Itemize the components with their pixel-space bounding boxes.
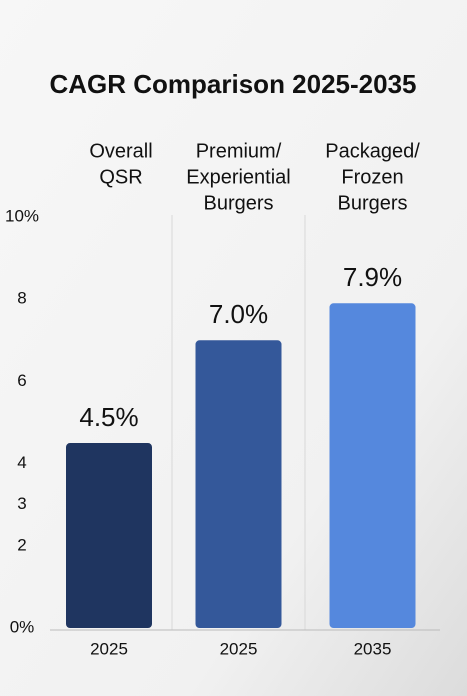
x-tick-label: 2025	[90, 639, 128, 658]
bar	[195, 340, 282, 628]
y-tick-label: 2	[17, 535, 26, 554]
group-label: Premium/	[196, 140, 282, 162]
group-label: Packaged/	[325, 140, 420, 162]
group-label: Experiential	[186, 166, 291, 188]
y-tick-label: 10%	[5, 206, 39, 225]
group-label: Burgers	[203, 192, 273, 214]
value-label: 7.9%	[343, 262, 402, 292]
y-tick-label: 4	[17, 453, 26, 472]
x-tick-label: 2025	[220, 639, 258, 658]
bar	[329, 303, 416, 628]
group-label: Frozen	[341, 166, 403, 188]
value-label: 4.5%	[79, 402, 138, 432]
y-tick-label: 6	[17, 371, 26, 390]
y-tick-label: 0%	[10, 617, 35, 636]
y-tick-label: 8	[17, 289, 26, 308]
group-label: QSR	[99, 166, 142, 188]
x-tick-label: 2035	[354, 639, 392, 658]
group-label: Overall	[89, 140, 152, 162]
y-tick-label: 3	[17, 494, 26, 513]
group-label: Burgers	[337, 192, 407, 214]
bar	[66, 443, 152, 628]
chart-title: CAGR Comparison 2025-2035	[49, 69, 416, 99]
value-label: 7.0%	[209, 299, 268, 329]
